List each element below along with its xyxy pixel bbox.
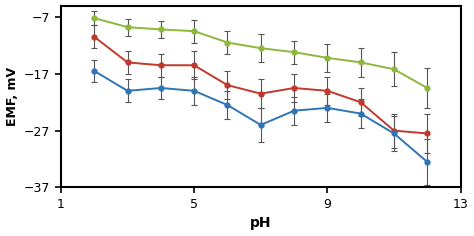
- X-axis label: pH: pH: [250, 216, 272, 230]
- Y-axis label: EMF, mV: EMF, mV: [6, 67, 18, 126]
